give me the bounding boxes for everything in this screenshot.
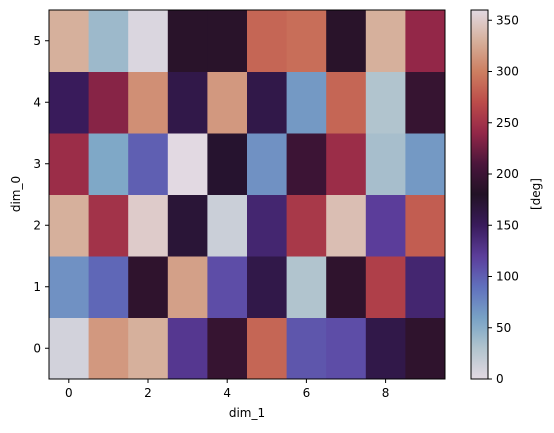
heatmap-cell xyxy=(326,194,367,257)
heatmap-cell xyxy=(326,10,367,72)
colorbar-tick-label: 200 xyxy=(496,167,519,181)
heatmap-cell xyxy=(88,10,129,72)
heatmap-cell xyxy=(128,71,169,134)
heatmap-cell xyxy=(405,133,446,195)
heatmap-cell xyxy=(247,317,288,380)
x-tick-label: 4 xyxy=(223,386,231,400)
heatmap-cell xyxy=(365,317,406,380)
heatmap-cell xyxy=(88,194,129,257)
colorbar-tick-label: 0 xyxy=(496,372,504,386)
heatmap-cell xyxy=(286,317,327,380)
heatmap-cell xyxy=(167,133,208,195)
heatmap-cell xyxy=(247,256,288,318)
heatmap-cell xyxy=(365,133,406,195)
x-tick-label: 6 xyxy=(303,386,311,400)
heatmap-cell xyxy=(405,194,446,257)
heatmap-cell xyxy=(207,194,248,257)
heatmap-cell xyxy=(207,256,248,318)
heatmap-cell xyxy=(207,71,248,134)
heatmap-cell xyxy=(326,317,367,380)
y-tick-label: 0 xyxy=(33,341,41,355)
heatmap-cell xyxy=(207,317,248,380)
heatmap-cell xyxy=(365,10,406,72)
y-tick-label: 2 xyxy=(33,218,41,232)
heatmap-cell xyxy=(405,71,446,134)
heatmap-cell xyxy=(247,133,288,195)
heatmap-cell xyxy=(128,194,169,257)
heatmap-cell xyxy=(207,10,248,72)
heatmap-cell xyxy=(365,194,406,257)
heatmap-cell xyxy=(286,71,327,134)
heatmap-cell xyxy=(405,256,446,318)
colorbar-tick-label: 300 xyxy=(496,65,519,79)
heatmap-cell xyxy=(88,317,129,380)
heatmap-cell xyxy=(128,133,169,195)
y-axis: 0 1 2 3 4 5 xyxy=(33,34,49,355)
heatmap-cell xyxy=(286,194,327,257)
heatmap-cell xyxy=(286,133,327,195)
heatmap-cell xyxy=(247,10,288,72)
plot-frame xyxy=(48,9,446,380)
colorbar-ticks: 0 50 100 150 200 250 300 350 xyxy=(488,13,519,386)
heatmap-cells xyxy=(49,10,446,380)
heatmap-cell xyxy=(49,133,90,195)
colorbar-tick-label: 150 xyxy=(496,218,519,232)
colorbar-tick-label: 100 xyxy=(496,270,519,284)
heatmap-cell xyxy=(365,256,406,318)
heatmap-cell xyxy=(49,194,90,257)
heatmap-cell xyxy=(128,10,169,72)
colorbar-tick-label: 50 xyxy=(496,321,511,335)
heatmap-cell xyxy=(286,10,327,72)
colorbar: 0 50 100 150 200 250 300 350 [deg] xyxy=(470,9,543,386)
heatmap-cell xyxy=(207,133,248,195)
heatmap-cell xyxy=(286,256,327,318)
colorbar-gradient xyxy=(471,10,488,379)
x-axis: 0 2 4 6 8 xyxy=(65,379,389,400)
heatmap-cell xyxy=(247,71,288,134)
heatmap-cell xyxy=(167,317,208,380)
y-tick-label: 4 xyxy=(33,95,41,109)
heatmap-cell xyxy=(49,71,90,134)
colorbar-frame xyxy=(470,9,489,380)
heatmap-cell xyxy=(167,194,208,257)
x-tick-label: 2 xyxy=(144,386,152,400)
heatmap-cell xyxy=(88,133,129,195)
y-tick-label: 1 xyxy=(33,280,41,294)
y-tick-label: 5 xyxy=(33,34,41,48)
heatmap-cell xyxy=(247,194,288,257)
heatmap-cell xyxy=(167,256,208,318)
heatmap-cell xyxy=(128,256,169,318)
x-tick-label: 0 xyxy=(65,386,73,400)
heatmap-cell xyxy=(88,71,129,134)
heatmap-cell xyxy=(167,10,208,72)
x-axis-label: dim_1 xyxy=(229,406,265,420)
y-axis-label: dim_0 xyxy=(9,176,23,212)
heatmap-cell xyxy=(49,317,90,380)
y-tick-label: 3 xyxy=(33,157,41,171)
heatmap-cell xyxy=(167,71,208,134)
colorbar-tick-label: 250 xyxy=(496,116,519,130)
heatmap-cell xyxy=(49,256,90,318)
colorbar-tick-label: 350 xyxy=(496,13,519,27)
colorbar-label: [deg] xyxy=(529,178,543,210)
heatmap-cell xyxy=(88,256,129,318)
heatmap-cell xyxy=(326,133,367,195)
x-tick-label: 8 xyxy=(382,386,390,400)
heatmap-cell xyxy=(326,256,367,318)
heatmap-cell xyxy=(128,317,169,380)
heatmap-cell xyxy=(405,317,446,380)
heatmap-cell xyxy=(326,71,367,134)
heatmap-cell xyxy=(49,10,90,72)
heatmap-cell xyxy=(405,10,446,72)
heatmap-cell xyxy=(365,71,406,134)
